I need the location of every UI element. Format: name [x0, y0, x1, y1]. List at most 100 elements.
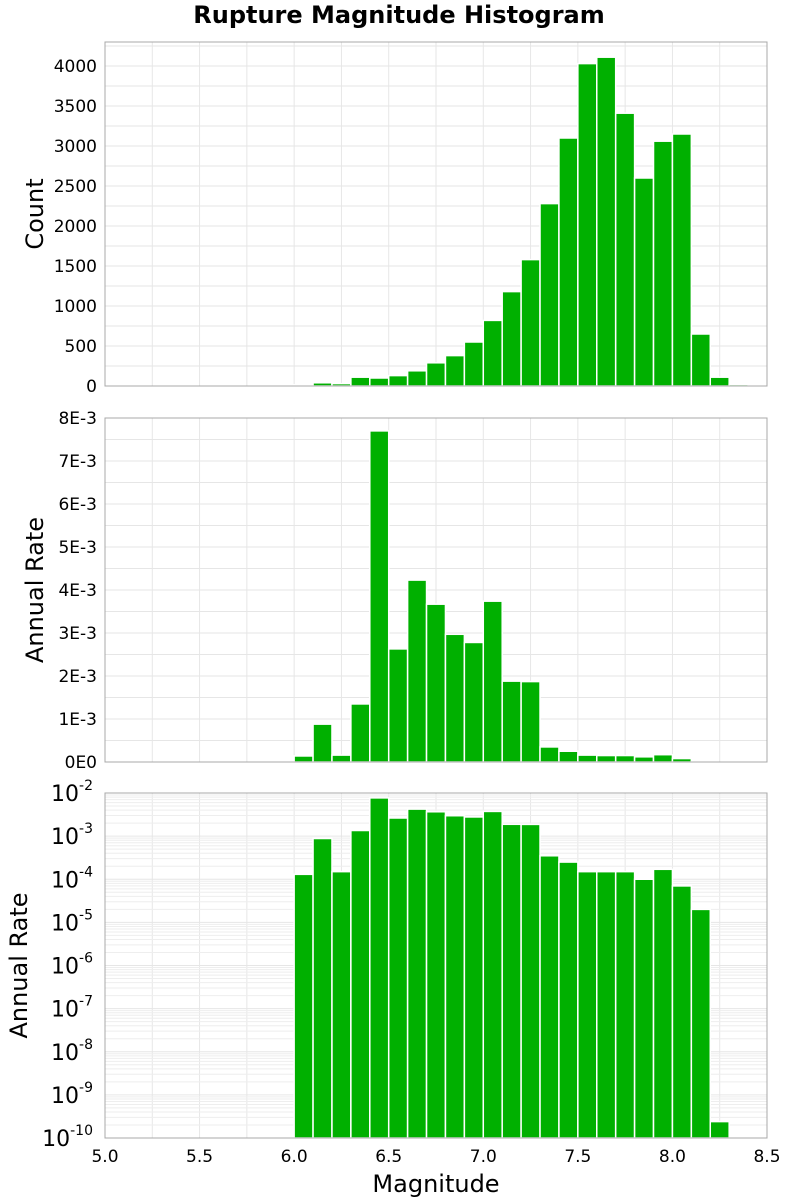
y-tick-label: 10-7 [51, 994, 93, 1023]
bar-7.05 [482, 319, 503, 387]
bar-7.05 [482, 600, 503, 763]
x-tick-label: 6.5 [375, 1147, 402, 1167]
x-tick-label: 5.0 [91, 1147, 118, 1167]
bar-7.35 [539, 855, 560, 1139]
bar-6.35 [350, 829, 371, 1139]
plot-frame [104, 41, 768, 387]
bar-7.75 [614, 870, 636, 1139]
bar-6.75 [425, 811, 447, 1139]
bar-8.05 [671, 885, 693, 1139]
bar-7.85 [633, 878, 655, 1139]
panel-3: 10-10 10-9 10-8 10-7 10-6 10-5 10-4 10-3 10-2 Ann… [5, 778, 768, 1152]
y-tick-label: 10-6 [51, 951, 93, 980]
bars [293, 430, 712, 763]
bar-7.15 [501, 680, 522, 763]
x-axis-label: Magnitude [372, 1170, 499, 1198]
x-tick-label: 7.0 [470, 1147, 497, 1167]
bar-6.05 [293, 873, 314, 1139]
bar-6.05 [293, 755, 314, 763]
bar-7.85 [633, 177, 655, 387]
bar-6.55 [387, 648, 409, 763]
bar-7.65 [596, 754, 617, 763]
bar-7.45 [558, 861, 579, 1139]
x-tick-label: 8.5 [753, 1147, 780, 1167]
bar-7.55 [577, 870, 598, 1139]
bar-8.15 [690, 908, 712, 1139]
y-tick-label: 4000 [54, 57, 97, 77]
bar-6.85 [444, 354, 466, 387]
y-tick-labels: 0E0 1E-3 2E-3 3E-3 4E-3 5E-3 6E-3 7E-3 8E-3 [58, 409, 97, 773]
y-tick-label: 5E-3 [58, 538, 97, 558]
y-tick-labels: 0 500 1000 1500 2000 2500 3000 3500 4000 [54, 57, 97, 397]
bar-6.65 [406, 370, 428, 387]
y-tick-label: 7E-3 [58, 452, 97, 472]
plot-frame [104, 792, 768, 1139]
y-axis-label: Annual Rate [21, 517, 49, 663]
y-tick-label: 0 [86, 377, 97, 397]
bar-7.35 [539, 202, 560, 387]
bar-6.75 [425, 603, 447, 763]
bar-8.25 [709, 376, 730, 387]
bar-6.15 [312, 837, 333, 1139]
y-tick-label: 1500 [54, 257, 97, 277]
y-tick-label: 10-2 [51, 778, 93, 807]
bar-6.55 [387, 374, 409, 387]
bar-6.55 [387, 817, 409, 1139]
y-tick-labels: 10-10 10-9 10-8 10-7 10-6 10-5 10-4 10-3 10-2 [42, 778, 93, 1152]
y-tick-label: 8E-3 [58, 409, 97, 429]
bar-6.25 [331, 754, 352, 763]
bar-6.65 [406, 579, 428, 763]
bar-6.85 [444, 814, 466, 1139]
y-tick-label: 4E-3 [58, 581, 97, 601]
bar-7.95 [652, 868, 674, 1139]
y-axis-label: Count [21, 178, 49, 249]
bar-7.15 [501, 823, 522, 1139]
y-tick-label: 3E-3 [58, 624, 97, 644]
bar-6.15 [312, 723, 333, 763]
bar-6.45 [369, 797, 390, 1139]
bar-7.65 [596, 870, 617, 1139]
bar-6.25 [331, 870, 352, 1139]
bar-6.65 [406, 808, 428, 1139]
x-tick-label: 6.0 [281, 1147, 308, 1167]
y-tick-label: 10-9 [51, 1080, 93, 1109]
bar-6.35 [350, 376, 371, 387]
y-tick-label: 3500 [54, 97, 97, 117]
bar-6.85 [444, 633, 466, 763]
bar-7.35 [539, 746, 560, 763]
x-tick-label: 5.5 [186, 1147, 213, 1167]
bar-7.45 [558, 750, 579, 763]
chart-title: Rupture Magnitude Histogram [193, 1, 605, 29]
panel-2: 0E0 1E-3 2E-3 3E-3 4E-3 5E-3 6E-3 7E-3 8E-3 Annua… [21, 409, 768, 773]
y-tick-label: 6E-3 [58, 495, 97, 515]
bar-8.05 [671, 133, 693, 387]
bar-8.25 [709, 1120, 730, 1139]
bar-6.35 [350, 703, 371, 763]
bar-7.25 [520, 258, 541, 387]
y-tick-label: 2000 [54, 217, 97, 237]
bar-7.75 [614, 754, 636, 763]
bar-7.85 [633, 756, 655, 763]
y-tick-label: 1000 [54, 297, 97, 317]
y-tick-label: 10-4 [51, 864, 93, 893]
bar-7.25 [520, 823, 541, 1139]
bar-7.55 [577, 62, 598, 387]
bar-6.95 [463, 341, 485, 387]
bar-8.05 [671, 757, 693, 763]
y-tick-label: 1E-3 [58, 710, 97, 730]
bars [293, 56, 749, 387]
bar-6.45 [369, 430, 390, 763]
bar-6.45 [369, 377, 390, 387]
y-tick-label: 10-5 [51, 907, 93, 936]
y-axis-label: Annual Rate [5, 892, 33, 1038]
bar-7.25 [520, 680, 541, 763]
y-tick-label: 10-8 [51, 1037, 93, 1066]
bar-7.95 [652, 753, 674, 763]
bar-7.65 [596, 56, 617, 387]
bar-6.75 [425, 362, 447, 387]
bar-7.75 [614, 112, 636, 387]
y-tick-label: 2500 [54, 177, 97, 197]
bar-8.15 [690, 333, 712, 387]
